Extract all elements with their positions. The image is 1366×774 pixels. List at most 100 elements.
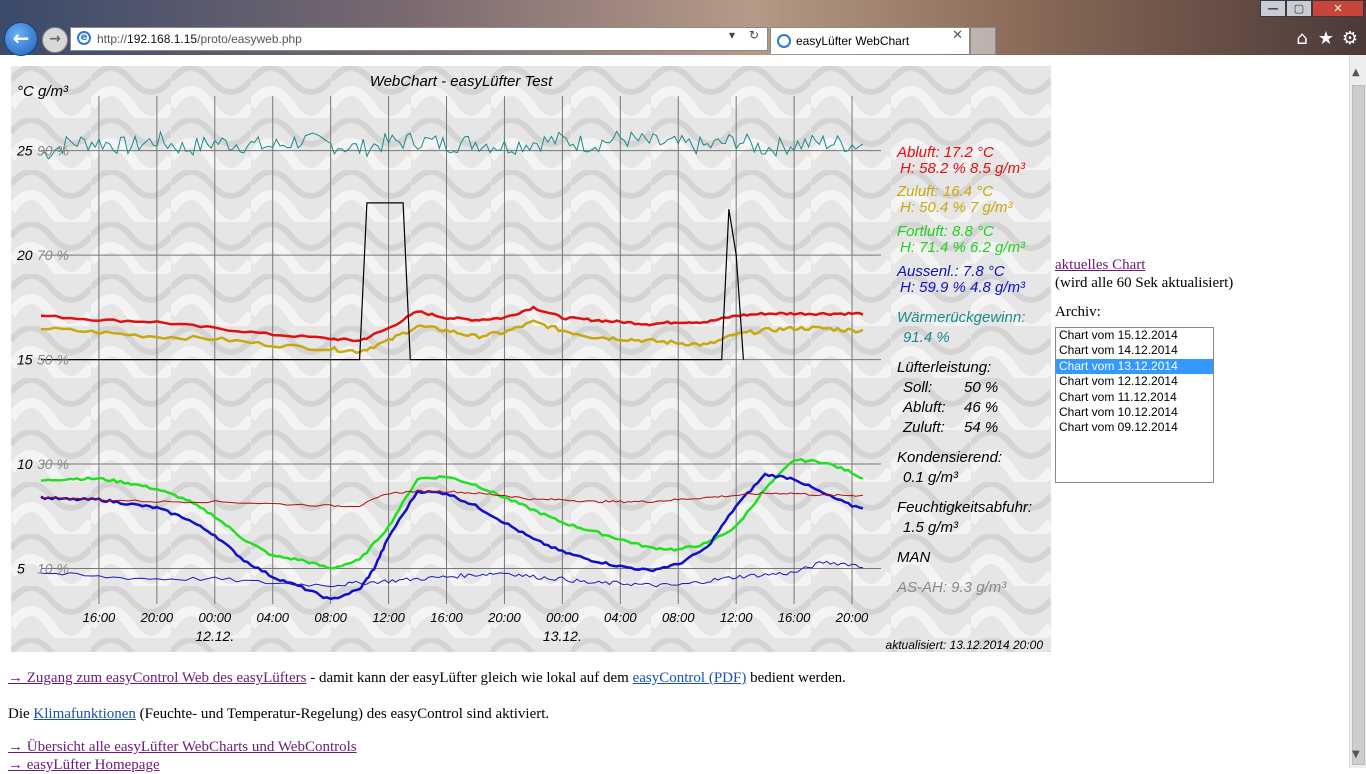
archive-option[interactable]: Chart vom 09.12.2014: [1059, 420, 1178, 435]
y-humidity-label: 30 %: [37, 456, 69, 472]
webchart: 16:00 20:00 00:00 04:00 08:00 12:00 16:00 20:00…: [11, 66, 1051, 652]
homepage-link[interactable]: → easyLüfter Homepage: [8, 757, 160, 773]
address-url: http://192.168.1.15/proto/easyweb.php: [97, 32, 302, 46]
y-tick-label: 10: [17, 456, 33, 472]
archive-option[interactable]: Chart vom 13.12.2014: [1056, 358, 1213, 375]
x-tick-label: 12:00: [372, 610, 405, 625]
tab-favicon-icon: [777, 34, 791, 48]
forward-button[interactable]: →: [42, 27, 68, 53]
new-tab-button[interactable]: [970, 27, 996, 55]
x-tick-label: 08:00: [662, 610, 695, 625]
x-tick-label: 16:00: [778, 610, 811, 625]
browser-tool-icons: ⌂ ★ ⚙: [1290, 28, 1362, 49]
series-zuluft: [40, 319, 864, 354]
y-humidity-label: 50 %: [37, 352, 69, 368]
archive-option[interactable]: Chart vom 11.12.2014: [1059, 389, 1177, 404]
minimize-button[interactable]: —: [1260, 0, 1286, 17]
y-humidity-label: 10 %: [37, 560, 69, 576]
chart-sidebar: aktuelles Chart (wird alle 60 Sek aktual…: [1055, 256, 1335, 321]
y-tick-label: 5: [17, 560, 25, 576]
luefter-zuluft-val: 54 %: [964, 419, 998, 436]
series-fan: [41, 202, 744, 361]
archive-label: Archiv:: [1055, 304, 1101, 320]
y-tick-label: 20: [16, 247, 33, 263]
luefter-soll-key: Soll:: [903, 379, 932, 396]
luefter-zuluft-key: Zuluft:: [902, 419, 945, 436]
page-scrollbar[interactable]: ▲ ▼: [1349, 55, 1366, 768]
x-tick-label: 20:00: [835, 610, 869, 625]
close-window-button[interactable]: ✕: [1312, 0, 1364, 17]
x-tick-label: 04:00: [604, 610, 637, 625]
archive-option[interactable]: Chart vom 12.12.2014: [1059, 374, 1178, 389]
legend-aussenl-hum: H: 59.9 % 4.8 g/m³: [900, 279, 1026, 296]
series-ah_abluft: [40, 489, 863, 508]
series-fortluft: [40, 457, 864, 570]
chart-axis-labels: 16:00 20:00 00:00 04:00 08:00 12:00 16:00 20:00…: [16, 143, 869, 644]
x-tick-label: 16:00: [83, 610, 116, 625]
ie-page-icon: e: [77, 31, 91, 45]
tab-webchart[interactable]: easyLüfter WebChart ✕: [770, 27, 970, 54]
easycontrol-pdf-link[interactable]: easyControl (PDF): [632, 670, 747, 686]
current-chart-link[interactable]: aktuelles Chart: [1055, 257, 1146, 273]
legend-abluft-hum: H: 58.2 % 8.5 g/m³: [900, 160, 1026, 177]
y-humidity-label: 70 %: [37, 247, 69, 263]
x-tick-label: 16:00: [430, 610, 463, 625]
chart-series: [40, 130, 864, 601]
x-date-label: 12.12.: [195, 628, 234, 644]
tab-close-icon[interactable]: ✕: [952, 28, 963, 43]
series-ah_aussen: [40, 560, 863, 588]
archive-option[interactable]: Chart vom 15.12.2014: [1059, 328, 1178, 342]
scroll-up-icon[interactable]: ▲: [1352, 67, 1360, 78]
favorites-star-icon[interactable]: ★: [1317, 28, 1335, 49]
luefter-abluft-val: 46 %: [964, 399, 998, 416]
scroll-down-icon[interactable]: ▼: [1352, 749, 1360, 760]
address-dropdown-icon[interactable]: ▾: [729, 28, 736, 42]
legend-aussenl-temp: Aussenl.: 7.8 °C: [896, 263, 1005, 280]
klimafunktionen-link[interactable]: Klimafunktionen: [33, 706, 136, 722]
y-humidity-label: 90 %: [37, 143, 69, 159]
x-tick-label: 04:00: [256, 610, 289, 625]
luefter-soll-val: 50 %: [964, 379, 998, 396]
chart-title: WebChart - easyLüfter Test: [370, 73, 553, 90]
browser-toolbar: ← → e http://192.168.1.15/proto/easyweb.…: [0, 0, 1366, 56]
x-date-label: 13.12.: [543, 628, 582, 644]
legend-fortluft-temp: Fortluft: 8.8 °C: [897, 223, 994, 240]
current-chart-note: (wird alle 60 Sek aktualisiert): [1055, 275, 1234, 291]
series-abluft: [40, 305, 864, 343]
home-icon[interactable]: ⌂: [1296, 28, 1308, 49]
x-tick-label: 00:00: [199, 610, 232, 625]
kond-label: Kondensierend:: [897, 449, 1002, 466]
scroll-thumb[interactable]: [1352, 85, 1365, 765]
x-tick-label: 20:00: [140, 610, 174, 625]
address-bar[interactable]: e http://192.168.1.15/proto/easyweb.php …: [70, 27, 768, 51]
klima-line: Die Klimafunktionen (Feuchte- und Temper…: [8, 706, 550, 722]
easycontrol-web-link[interactable]: → Zugang zum easyControl Web des easyLüf…: [8, 670, 307, 686]
archive-listbox[interactable]: Chart vom 15.12.2014 Chart vom 14.12.2014…: [1055, 327, 1214, 483]
legend-zuluft-hum: H: 50.4 % 7 g/m³: [900, 199, 1014, 216]
tab-title: easyLüfter WebChart: [796, 34, 910, 48]
maximize-button[interactable]: ▢: [1286, 0, 1312, 17]
mode-label: MAN: [897, 549, 931, 566]
overview-link[interactable]: → Übersicht alle easyLüfter WebCharts un…: [8, 739, 357, 755]
overview-line: → Übersicht alle easyLüfter WebCharts un…: [8, 739, 357, 756]
feucht-value: 1.5 g/m³: [903, 519, 959, 536]
settings-gear-icon[interactable]: ⚙: [1341, 28, 1359, 49]
back-button[interactable]: ←: [4, 22, 38, 56]
waermerueck-value: 91.4 %: [903, 329, 950, 346]
chart-ylabel: °C g/m³: [17, 83, 69, 100]
x-tick-label: 20:00: [487, 610, 521, 625]
x-tick-label: 12:00: [720, 610, 753, 625]
series-rh_abluft: [40, 130, 864, 160]
archive-option[interactable]: Chart vom 10.12.2014: [1059, 404, 1178, 419]
legend-fortluft-hum: H: 71.4 % 6.2 g/m³: [900, 239, 1026, 256]
refresh-icon[interactable]: ↻: [749, 28, 760, 42]
asah-label: AS-AH: 9.3 g/m³: [896, 579, 1007, 596]
x-tick-label: 00:00: [546, 610, 579, 625]
feucht-label: Feuchtigkeitsabfuhr:: [897, 499, 1032, 516]
y-tick-label: 25: [16, 143, 33, 159]
archive-option[interactable]: Chart vom 14.12.2014: [1059, 343, 1178, 358]
series-aussenl: [40, 472, 864, 601]
legend-abluft-temp: Abluft: 17.2 °C: [896, 144, 994, 161]
chart-legend: Abluft: 17.2 °C H: 58.2 % 8.5 g/m³ Zuluf…: [896, 144, 1032, 596]
luefter-abluft-key: Abluft:: [902, 399, 946, 416]
